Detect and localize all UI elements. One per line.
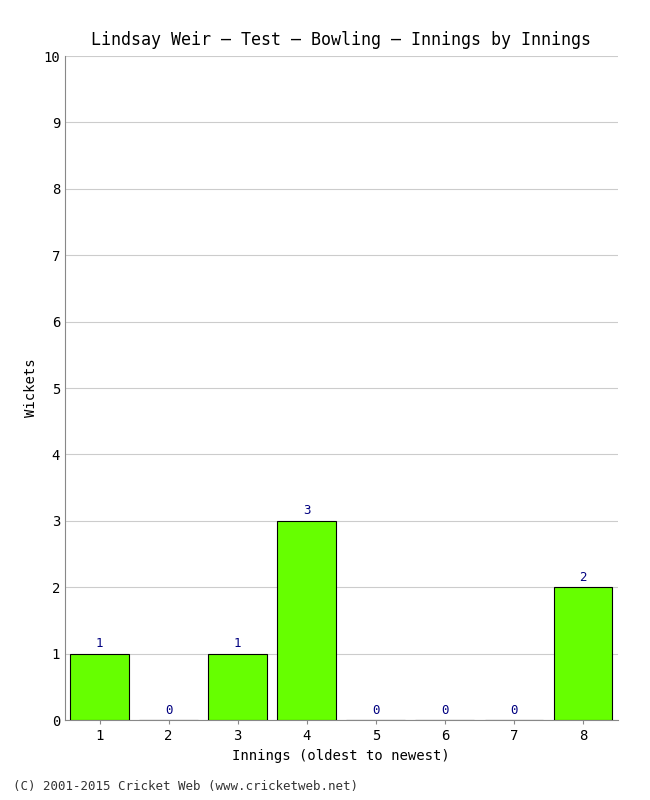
Bar [70,654,129,720]
Text: 2: 2 [579,571,587,584]
Text: 0: 0 [441,704,448,717]
Bar [278,521,336,720]
Text: (C) 2001-2015 Cricket Web (www.cricketweb.net): (C) 2001-2015 Cricket Web (www.cricketwe… [13,781,358,794]
Text: 0: 0 [165,704,172,717]
Text: 0: 0 [372,704,380,717]
Text: 0: 0 [510,704,517,717]
Text: 1: 1 [96,638,103,650]
Title: Lindsay Weir – Test – Bowling – Innings by Innings: Lindsay Weir – Test – Bowling – Innings … [91,31,592,49]
Text: 3: 3 [303,505,311,518]
Y-axis label: Wickets: Wickets [24,358,38,418]
Text: 1: 1 [234,638,241,650]
X-axis label: Innings (oldest to newest): Innings (oldest to newest) [233,749,450,762]
Bar [554,587,612,720]
Bar [208,654,267,720]
